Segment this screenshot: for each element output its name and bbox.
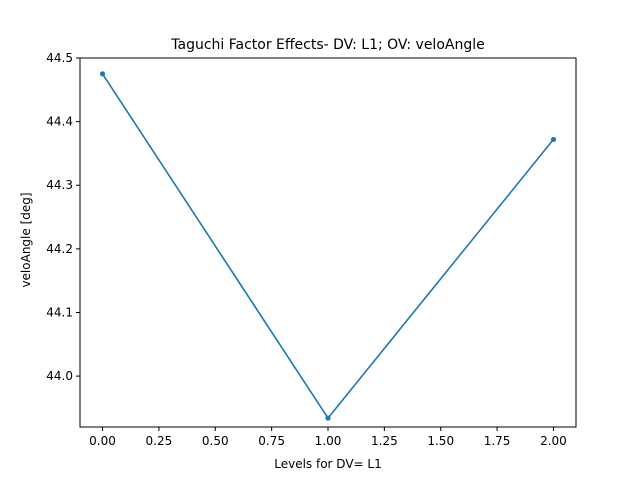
data-point [325, 415, 331, 421]
x-tick-label: 0.50 [202, 434, 229, 448]
data-point [550, 136, 557, 143]
data-point [99, 71, 106, 77]
x-axis-title: Levels for DV= L1 [274, 457, 381, 471]
y-tick-label: 44.4 [46, 115, 73, 129]
plot-area: 0.00 0.25 0.50 0.75 1.00 1.25 1.50 1.75 2.00 44.0… [46, 51, 577, 448]
x-tick-label: 2.00 [540, 434, 567, 448]
x-tick-label: 0.75 [258, 434, 285, 448]
x-tick-label: 1.50 [427, 434, 454, 448]
x-tick-label: 1.25 [371, 434, 398, 448]
y-axis-title: veloAngle [deg] [19, 192, 33, 287]
x-tick-label: 1.00 [315, 434, 342, 448]
x-tick-label: 1.75 [484, 434, 511, 448]
x-tick-label: 0.00 [89, 434, 116, 448]
y-tick-label: 44.1 [46, 305, 73, 319]
y-tick-label: 44.3 [46, 178, 73, 192]
x-tick-label: 0.25 [146, 434, 173, 448]
y-tick-label: 44.2 [46, 242, 73, 256]
y-tick-label: 44.0 [46, 369, 73, 383]
y-tick-label: 44.5 [46, 51, 73, 65]
chart-title: Taguchi Factor Effects- DV: L1; OV: velo… [170, 37, 484, 53]
